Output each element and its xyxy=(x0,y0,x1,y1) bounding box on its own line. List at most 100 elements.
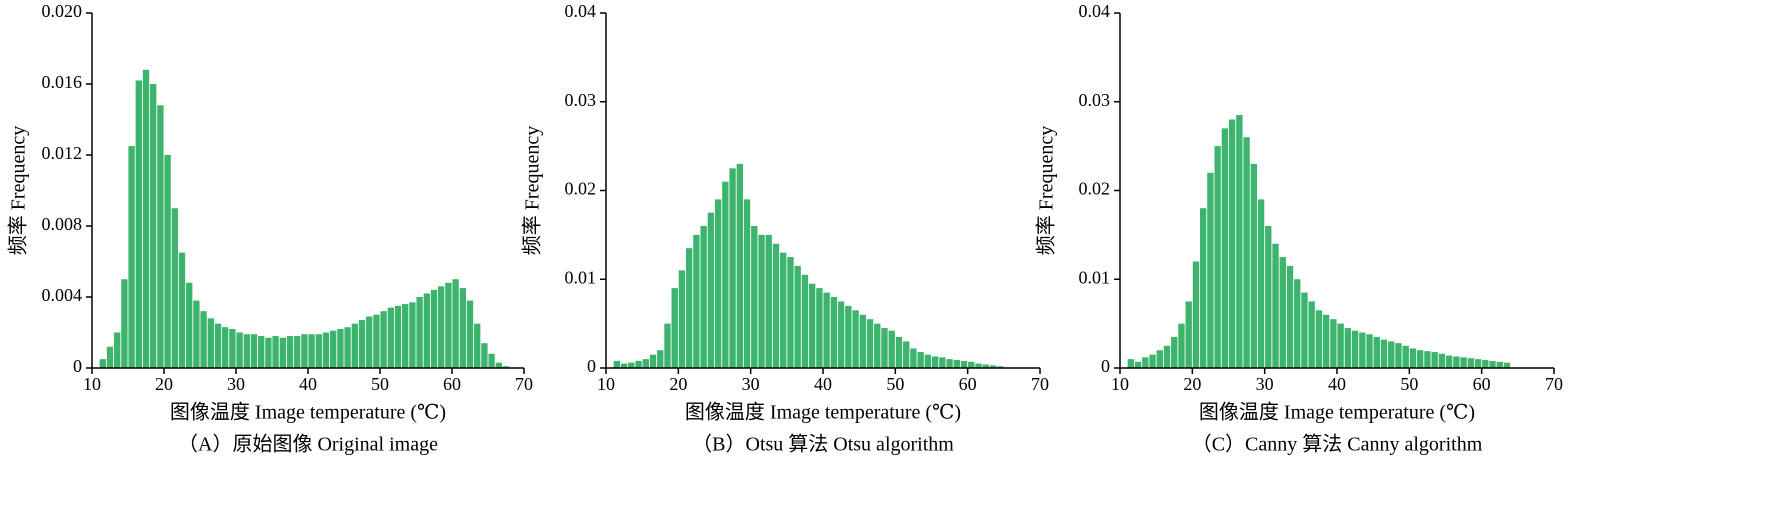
bar xyxy=(452,279,459,368)
bar xyxy=(1134,361,1142,368)
bar xyxy=(358,320,366,368)
bar xyxy=(837,301,845,368)
bar xyxy=(171,208,178,368)
bar xyxy=(982,364,989,368)
bar xyxy=(459,288,466,368)
x-tick-label: 50 xyxy=(1400,374,1418,394)
bar xyxy=(1438,353,1446,368)
bar xyxy=(286,336,294,368)
bar xyxy=(888,330,895,368)
bar xyxy=(751,226,758,368)
bar xyxy=(910,348,917,368)
bar xyxy=(193,300,200,368)
bar xyxy=(495,362,502,368)
bar xyxy=(1330,319,1337,368)
x-tick-label: 70 xyxy=(515,374,533,394)
bar xyxy=(294,336,301,368)
x-tick-label: 30 xyxy=(227,374,245,394)
bar xyxy=(279,337,286,368)
bar xyxy=(816,288,823,368)
bar xyxy=(1294,279,1301,368)
y-tick-label: 0.03 xyxy=(565,90,597,110)
x-tick-label: 50 xyxy=(886,374,904,394)
bar xyxy=(1315,310,1323,368)
bar xyxy=(380,311,387,368)
x-tick-label: 40 xyxy=(814,374,832,394)
bar xyxy=(1127,359,1135,368)
x-axis-label: 图像温度 Image temperature (℃) xyxy=(170,401,446,424)
bar xyxy=(707,212,715,368)
bar xyxy=(1359,332,1366,368)
bar xyxy=(1149,354,1156,368)
bar xyxy=(366,316,373,368)
bar xyxy=(1185,301,1192,368)
bar xyxy=(743,199,751,368)
bar xyxy=(121,279,128,368)
x-tick-label: 10 xyxy=(597,374,615,394)
bar xyxy=(1409,348,1417,368)
bar xyxy=(678,270,686,368)
bar xyxy=(135,80,142,368)
y-tick-label: 0.04 xyxy=(1079,1,1111,21)
bar xyxy=(157,105,164,369)
y-tick-label: 0.04 xyxy=(565,1,597,21)
bar xyxy=(315,334,322,368)
bar xyxy=(1221,128,1229,368)
bar xyxy=(968,361,975,368)
bar xyxy=(387,307,394,368)
bar xyxy=(1388,341,1395,368)
bar xyxy=(1417,350,1424,368)
bar xyxy=(1236,115,1243,368)
bar xyxy=(1200,208,1207,368)
x-tick-label: 70 xyxy=(1545,374,1563,394)
bar xyxy=(686,248,693,368)
bar xyxy=(852,310,859,368)
y-tick-label: 0 xyxy=(587,356,596,376)
bar xyxy=(1453,356,1460,368)
bar xyxy=(402,304,409,368)
bar xyxy=(207,318,214,368)
bar xyxy=(939,357,946,368)
y-tick-label: 0.004 xyxy=(42,285,83,305)
x-tick-label: 20 xyxy=(155,374,173,394)
bar xyxy=(671,288,678,368)
bar xyxy=(1489,360,1496,368)
bar xyxy=(780,252,787,368)
bar xyxy=(1171,336,1178,368)
y-tick-label: 0.01 xyxy=(565,267,597,287)
bar xyxy=(722,181,729,368)
bar xyxy=(1192,261,1200,368)
x-tick-label: 30 xyxy=(742,374,760,394)
bar xyxy=(394,305,402,368)
bar xyxy=(481,343,488,368)
bar xyxy=(1460,357,1467,368)
bar xyxy=(787,257,794,368)
y-tick-label: 0.02 xyxy=(1079,179,1111,199)
bar xyxy=(1395,343,1402,368)
bar xyxy=(895,336,903,368)
bar xyxy=(1344,328,1352,368)
bar xyxy=(128,146,135,368)
bar xyxy=(1431,352,1438,368)
bar xyxy=(1445,355,1453,368)
bar xyxy=(1467,358,1474,368)
bar xyxy=(866,319,874,368)
bar xyxy=(150,84,157,368)
bar xyxy=(1351,330,1359,368)
bar xyxy=(1301,292,1308,368)
bar xyxy=(1214,146,1221,368)
bar xyxy=(1482,360,1489,368)
bar xyxy=(1366,334,1373,368)
bar xyxy=(1337,323,1344,368)
x-tick-label: 40 xyxy=(1328,374,1346,394)
y-tick-label: 0.01 xyxy=(1079,267,1111,287)
bar xyxy=(272,336,279,368)
caption: （A）原始图像 Original image xyxy=(178,433,438,456)
bar xyxy=(845,305,852,368)
bar xyxy=(693,234,700,368)
x-axis-label: 图像温度 Image temperature (℃) xyxy=(1199,401,1475,424)
y-tick-label: 0.008 xyxy=(42,214,83,234)
x-tick-label: 20 xyxy=(669,374,687,394)
bar xyxy=(700,226,707,368)
bar xyxy=(351,323,358,368)
